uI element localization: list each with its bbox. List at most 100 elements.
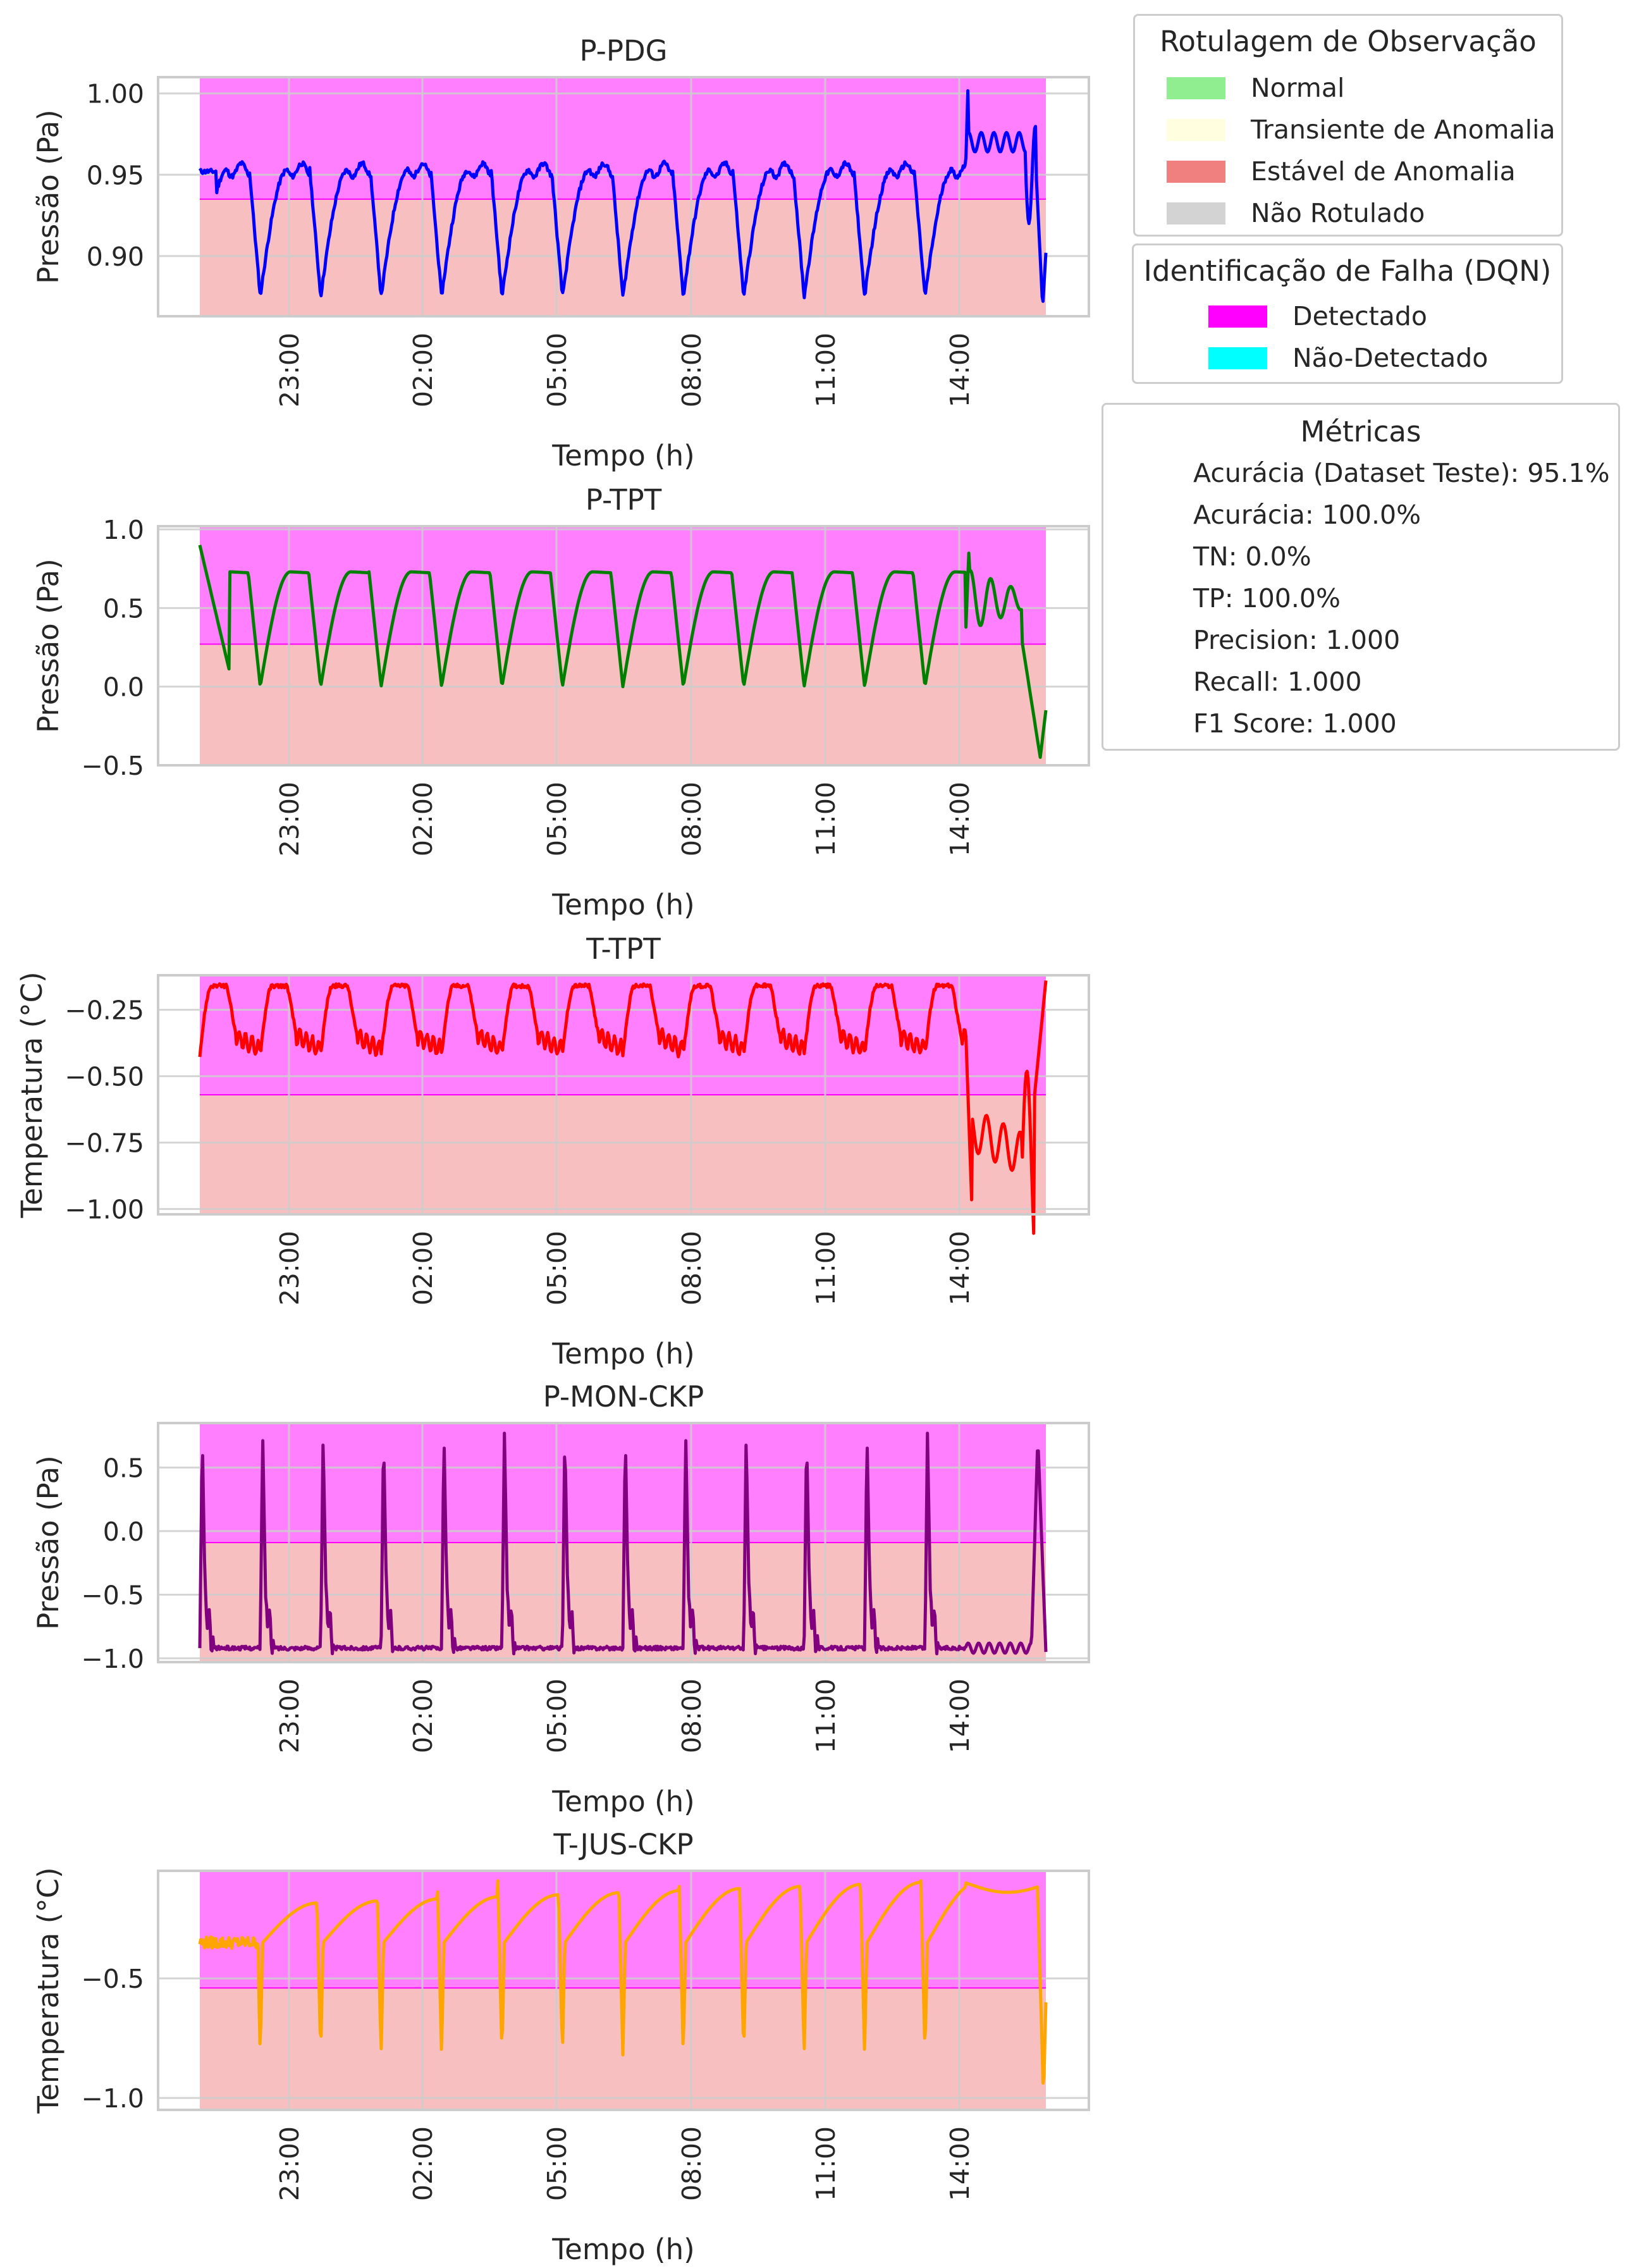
anomaly-stable-band	[200, 1095, 1046, 1214]
metric-precision: Precision: 1.000	[1193, 625, 1401, 655]
metric-tp: TP: 100.0%	[1193, 583, 1341, 613]
x-tick-label: 23:00	[274, 333, 305, 407]
legend-item-normal: Normal	[1167, 73, 1344, 103]
x-tick-label: 02:00	[408, 1679, 438, 1753]
y-tick-label: −1.0	[81, 2083, 144, 2114]
legend-item-stable: Estável de Anomalia	[1167, 156, 1516, 187]
y-axis-label: Pressão (Pa)	[32, 558, 65, 733]
y-axis-label: Temperatura (°C)	[32, 1867, 65, 2114]
x-tick-label: 02:00	[408, 2126, 438, 2201]
x-tick-label: 08:00	[677, 1231, 707, 1305]
x-tick-label: 02:00	[408, 333, 438, 407]
detected-band	[200, 77, 1046, 199]
series-line-t-jus-ckp	[198, 1879, 1048, 2085]
legend-label-stable: Estável de Anomalia	[1251, 156, 1516, 187]
chart-p-pdg: P-PDG 0.90 0.95 1.00 23:00 02:00 05:00 08:00 11:…	[32, 34, 1090, 472]
y-tick-label: −0.5	[81, 1580, 144, 1610]
legend-item-unlabeled: Não Rotulado	[1167, 198, 1425, 228]
x-axis-label: Tempo (h)	[551, 1785, 694, 1818]
x-tick-label: 05:00	[542, 1679, 572, 1753]
y-tick-label: 0.95	[87, 160, 144, 190]
axes-frame	[157, 76, 1090, 317]
chart-p-tpt: P-TPT −0.5 0.0 0.5 1.0 23:00 02:00 05:00 08:00 11…	[32, 483, 1090, 921]
anomaly-stable-band	[200, 644, 1046, 765]
y-tick-label: 0.0	[103, 1517, 144, 1547]
x-tick-label: 14:00	[945, 782, 975, 856]
y-tick-label: 0.90	[87, 242, 144, 272]
x-axis-label: Tempo (h)	[551, 439, 694, 472]
x-tick-label: 23:00	[274, 782, 305, 856]
legend-label-unlabeled: Não Rotulado	[1251, 198, 1425, 228]
x-tick-label: 11:00	[811, 782, 841, 856]
chart-t-jus-ckp: T-JUS-CKP −1.0 −0.5 23:00 02:00 05:00 08:00 11:…	[32, 1828, 1090, 2266]
legend-swatch-stable	[1167, 160, 1225, 183]
legend-swatch-detected	[1208, 305, 1267, 328]
x-tick-label: 02:00	[408, 782, 438, 856]
y-tick-label: −0.5	[81, 751, 144, 781]
x-tick-label: 23:00	[274, 2126, 305, 2201]
metric-accuracy-test: Acurácia (Dataset Teste): 95.1%	[1193, 458, 1610, 488]
chart-title: P-TPT	[586, 483, 662, 517]
legend-label-normal: Normal	[1251, 73, 1345, 103]
axes-frame	[157, 974, 1090, 1216]
y-tick-label: −0.5	[81, 1964, 144, 1994]
legend-item-transient: Transiente de Anomalia	[1167, 114, 1556, 145]
x-axis-label: Tempo (h)	[551, 888, 694, 921]
x-tick-label: 05:00	[542, 2126, 572, 2201]
x-tick-label: 11:00	[811, 1231, 841, 1305]
legend-swatch-normal	[1167, 77, 1225, 99]
legend-label-transient: Transiente de Anomalia	[1251, 114, 1556, 145]
y-tick-label: 0.5	[103, 1453, 144, 1483]
legend-metrics: Métricas Acurácia (Dataset Teste): 95.1%…	[1102, 403, 1620, 751]
y-tick-label: −1.00	[64, 1195, 144, 1225]
y-axis-label: Pressão (Pa)	[32, 1455, 65, 1630]
legend-fault-identification: Identificação de Falha (DQN) Detectado N…	[1132, 243, 1563, 384]
chart-title: P-MON-CKP	[543, 1380, 704, 1414]
x-tick-label: 05:00	[542, 333, 572, 407]
legend-swatch-unlabeled	[1167, 202, 1225, 225]
y-tick-label: −0.50	[64, 1062, 144, 1092]
legend-swatch-transient	[1167, 118, 1225, 141]
anomaly-stable-band	[200, 199, 1046, 316]
x-tick-label: 11:00	[811, 2126, 841, 2201]
y-axis-label: Temperatura (°C)	[15, 971, 49, 1218]
x-tick-label: 05:00	[542, 1231, 572, 1305]
metric-f1: F1 Score: 1.000	[1193, 708, 1397, 739]
y-tick-label: 0.0	[103, 672, 144, 703]
legend-observation-title: Rotulagem de Observação	[1160, 25, 1537, 58]
legend-item-detected: Detectado	[1208, 301, 1427, 331]
chart-title: T-TPT	[586, 932, 661, 966]
x-tick-label: 02:00	[408, 1231, 438, 1305]
legend-observation-labels: Rotulagem de Observação Normal Transient…	[1133, 14, 1563, 237]
chart-title: P-PDG	[579, 34, 667, 68]
x-tick-label: 14:00	[945, 2126, 975, 2201]
x-tick-label: 08:00	[677, 2126, 707, 2201]
x-tick-label: 08:00	[677, 333, 707, 407]
metric-accuracy: Acurácia: 100.0%	[1193, 500, 1421, 530]
legend-fault-title: Identificação de Falha (DQN)	[1143, 254, 1552, 288]
x-axis-label: Tempo (h)	[551, 2233, 694, 2266]
legend-swatch-not-detected	[1208, 347, 1267, 369]
series-line-p-mon-ckp	[198, 1431, 1048, 1656]
y-tick-label: −0.75	[64, 1128, 144, 1159]
detected-band	[200, 1871, 1046, 1988]
x-tick-label: 23:00	[274, 1231, 305, 1305]
legend-metrics-title: Métricas	[1300, 415, 1421, 448]
chart-p-mon-ckp: P-MON-CKP −1.0 −0.5 0.0 0.5 23:00 02:00 05:00 08…	[32, 1380, 1090, 1818]
metric-tn: TN: 0.0%	[1193, 541, 1311, 572]
x-tick-label: 08:00	[677, 1679, 707, 1753]
x-axis-label: Tempo (h)	[551, 1337, 694, 1371]
y-tick-label: 0.5	[103, 593, 144, 624]
legend-label-not-detected: Não-Detectado	[1292, 343, 1489, 373]
x-tick-label: 11:00	[811, 333, 841, 407]
series-line-p-tpt	[198, 545, 1048, 759]
axes-frame	[157, 1870, 1090, 2111]
metric-recall: Recall: 1.000	[1193, 667, 1362, 697]
x-tick-label: 23:00	[274, 1679, 305, 1753]
x-tick-label: 14:00	[945, 333, 975, 407]
y-tick-label: −0.25	[64, 995, 144, 1026]
x-tick-label: 08:00	[677, 782, 707, 856]
x-tick-label: 05:00	[542, 782, 572, 856]
